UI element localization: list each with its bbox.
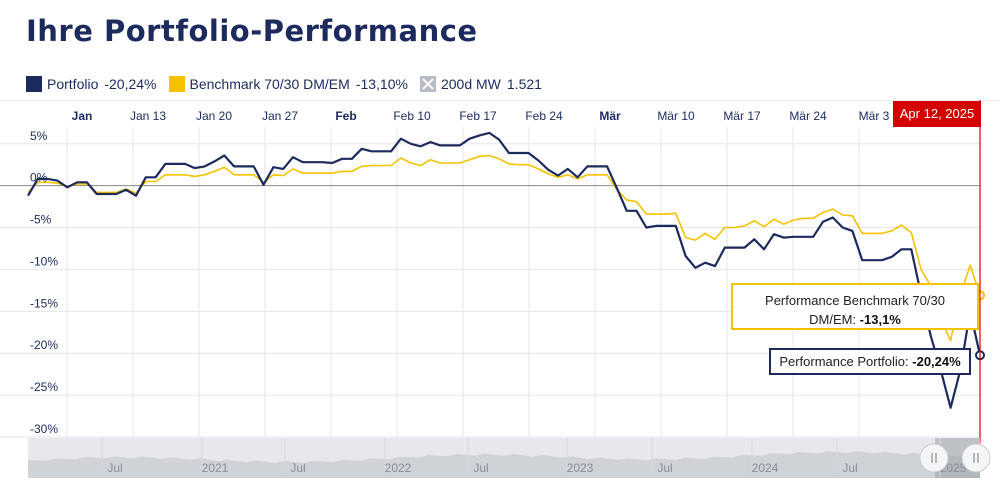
navigator-label: Jul	[842, 461, 857, 475]
legend-label: Benchmark 70/30 DM/EM	[189, 76, 350, 92]
navigator-label: Jul	[473, 461, 488, 475]
portfolio-series-line	[27, 131, 982, 409]
x-tick-label: Mär 3	[859, 109, 890, 123]
legend-value: -20,24%	[104, 76, 157, 92]
x-tick-label: Jan 20	[196, 109, 232, 123]
page-title: Ihre Portfolio-Performance	[26, 14, 478, 48]
legend-item-200d-mw[interactable]: 200d MW 1.521	[419, 76, 542, 92]
navigator-label: 2022	[385, 461, 412, 475]
date-badge: Apr 12, 2025	[893, 101, 981, 127]
tooltip-value: -20,24%	[912, 354, 961, 369]
navigator-label: Jul	[107, 461, 122, 475]
y-tick-label: 0%	[30, 171, 48, 185]
x-tick-label: Jan	[72, 109, 93, 123]
x-tick-label: Mär	[599, 109, 621, 123]
portfolio-swatch-icon	[26, 76, 42, 92]
navigator-label: 2023	[567, 461, 594, 475]
tooltip-label: Performance Benchmark 70/30	[765, 293, 945, 308]
x-box-icon	[419, 76, 436, 92]
y-tick-label: -30%	[30, 422, 58, 436]
tooltip-label: Performance Portfolio:	[779, 354, 913, 369]
chart-legend: Portfolio -20,24% Benchmark 70/30 DM/EM …	[26, 74, 554, 94]
benchmark-swatch-icon	[168, 76, 185, 92]
x-tick-label: Mär 24	[789, 109, 827, 123]
y-tick-label: -25%	[30, 380, 58, 394]
x-tick-label: Jan 27	[262, 109, 298, 123]
navigator-handle[interactable]	[919, 443, 949, 473]
legend-item-portfolio[interactable]: Portfolio -20,24%	[26, 76, 157, 92]
benchmark-series-line	[27, 154, 981, 342]
navigator-label: Jul	[657, 461, 672, 475]
legend-item-benchmark[interactable]: Benchmark 70/30 DM/EM -13,10%	[168, 76, 408, 92]
legend-label: Portfolio	[47, 76, 99, 92]
navigator-label: 2024	[752, 461, 779, 475]
y-tick-label: -5%	[30, 213, 52, 227]
x-tick-label: Feb 10	[393, 109, 431, 123]
legend-value: 1.521	[506, 76, 542, 92]
x-tick-label: Mär 10	[657, 109, 695, 123]
legend-label: 200d MW	[440, 76, 501, 92]
navigator-label: Jul	[290, 461, 305, 475]
x-tick-label: Feb	[335, 109, 356, 123]
x-tick-label: Feb 17	[459, 109, 497, 123]
legend-value: -13,10%	[355, 76, 408, 92]
performance-chart[interactable]: Jan Jan 13 Jan 20 Jan 27 Feb Feb 10 Feb 17 Feb …	[0, 100, 1000, 490]
y-tick-label: -15%	[30, 296, 58, 310]
navigator-handle[interactable]	[961, 443, 991, 473]
x-tick-label: Feb 24	[525, 109, 563, 123]
portfolio-tooltip: Performance Portfolio: -20,24%	[769, 348, 971, 375]
y-tick-label: -10%	[30, 254, 58, 268]
benchmark-tooltip: Performance Benchmark 70/30 DM/EM: -13,1…	[731, 283, 979, 330]
x-tick-label: Jan 13	[130, 109, 166, 123]
x-tick-label: Mär 17	[723, 109, 761, 123]
navigator-label: 2021	[202, 461, 229, 475]
y-tick-label: -20%	[30, 338, 58, 352]
y-tick-label: 5%	[30, 129, 48, 143]
tooltip-value: -13,1%	[859, 312, 901, 327]
tooltip-label: DM/EM:	[809, 312, 860, 327]
navigator-area	[28, 451, 980, 478]
